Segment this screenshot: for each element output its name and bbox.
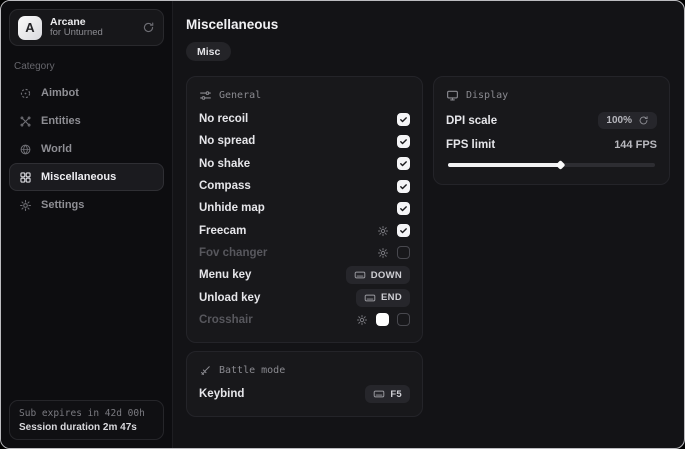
avatar: A: [18, 15, 42, 40]
keyboard-icon: [364, 292, 376, 304]
tab-bar: Misc: [186, 42, 670, 61]
brand-text: Arcane for Unturned: [50, 16, 103, 39]
keybind-badge[interactable]: END: [356, 288, 410, 307]
sidebar-item-label: Aimbot: [41, 87, 79, 99]
sidebar-item-label: World: [41, 143, 72, 155]
checkbox[interactable]: [397, 112, 410, 126]
brand-card[interactable]: A Arcane for Unturned: [9, 9, 164, 46]
setting-row-unload-key: Unload key END: [199, 286, 410, 308]
slider-fill: [448, 160, 566, 170]
sidebar-item-miscellaneous[interactable]: Miscellaneous: [9, 163, 164, 191]
general-card: General No recoil No spread: [186, 76, 423, 343]
fps-limit-value: 144 FPS: [614, 138, 657, 151]
general-card-header: General: [199, 89, 410, 102]
main-panel: Miscellaneous Misc General No recoil: [173, 1, 684, 448]
battle-mode-card-header: Battle mode: [199, 364, 410, 377]
slider-thumb[interactable]: [555, 160, 566, 170]
tab-misc[interactable]: Misc: [186, 42, 232, 61]
keybind-badge[interactable]: DOWN: [345, 266, 410, 285]
keyboard-icon: [354, 269, 366, 281]
entities-icon: [19, 115, 32, 128]
checkbox[interactable]: [397, 313, 410, 327]
sword-icon: [199, 364, 212, 377]
checkbox[interactable]: [397, 224, 410, 238]
setting-row-freecam: Freecam: [199, 219, 410, 241]
checkbox[interactable]: [397, 179, 410, 193]
setting-row-no-recoil: No recoil: [199, 108, 410, 130]
monitor-icon: [446, 89, 459, 102]
left-column: General No recoil No spread: [186, 76, 423, 418]
section-title: Battle mode: [219, 364, 286, 376]
keybind-badge[interactable]: F5: [365, 385, 410, 404]
battle-mode-card: Battle mode Keybind F5: [186, 350, 423, 418]
setting-row-crosshair: Crosshair: [199, 309, 410, 331]
section-title: Display: [466, 90, 509, 101]
sliders-icon: [199, 89, 212, 102]
category-label: Category: [14, 61, 55, 72]
subscription-info-box: Sub expires in 42d 00h Session duration …: [9, 400, 164, 440]
setting-row-battle-keybind: Keybind F5: [199, 383, 410, 405]
setting-row-no-shake: No shake: [199, 153, 410, 175]
checkbox[interactable]: [397, 134, 410, 148]
display-card: Display DPI scale 100% FPS limit: [433, 76, 670, 185]
refresh-icon[interactable]: [142, 21, 155, 34]
gear-icon: [19, 199, 32, 212]
sidebar-item-aimbot[interactable]: Aimbot: [9, 79, 164, 107]
setting-row-unhide-map: Unhide map: [199, 197, 410, 219]
setting-row-dpi-scale: DPI scale 100%: [446, 108, 657, 133]
right-column: Display DPI scale 100% FPS limit: [433, 76, 670, 185]
gear-icon[interactable]: [356, 314, 368, 326]
sidebar-item-settings[interactable]: Settings: [9, 191, 164, 219]
keyboard-icon: [373, 388, 385, 400]
sidebar-item-world[interactable]: World: [9, 135, 164, 163]
sub-expiry-text: Sub expires in 42d 00h: [19, 408, 145, 419]
brand-name: Arcane: [50, 16, 86, 28]
grid-icon: [19, 171, 32, 184]
sidebar-item-label: Miscellaneous: [41, 171, 117, 183]
setting-row-compass: Compass: [199, 175, 410, 197]
sidebar-item-label: Entities: [41, 115, 81, 127]
color-swatch[interactable]: [376, 313, 389, 327]
checkbox[interactable]: [397, 157, 410, 171]
gear-icon[interactable]: [377, 247, 389, 259]
page-title: Miscellaneous: [186, 17, 279, 32]
sidebar-item-label: Settings: [41, 199, 85, 211]
checkbox[interactable]: [397, 246, 410, 260]
session-duration-text: Session duration 2m 47s: [19, 422, 137, 433]
section-title: General: [219, 90, 262, 101]
setting-row-fov-changer: Fov changer: [199, 242, 410, 264]
globe-icon: [19, 143, 32, 156]
content-area: General No recoil No spread: [186, 76, 670, 418]
sidebar: A Arcane for Unturned Category Aimbot: [1, 1, 173, 448]
fps-slider[interactable]: [448, 160, 655, 170]
brand-subtitle: for Unturned: [50, 27, 103, 39]
checkbox[interactable]: [397, 201, 410, 215]
dpi-value-badge[interactable]: 100%: [598, 112, 657, 129]
setting-row-no-spread: No spread: [199, 130, 410, 152]
reset-icon[interactable]: [638, 115, 649, 126]
display-card-header: Display: [446, 89, 657, 102]
gear-icon[interactable]: [377, 225, 389, 237]
crosshair-icon: [19, 87, 32, 100]
setting-row-fps-limit: FPS limit 144 FPS: [446, 138, 657, 151]
category-nav: Aimbot Entities World Miscellaneous: [9, 79, 164, 219]
setting-row-menu-key: Menu key DOWN: [199, 264, 410, 286]
sidebar-item-entities[interactable]: Entities: [9, 107, 164, 135]
